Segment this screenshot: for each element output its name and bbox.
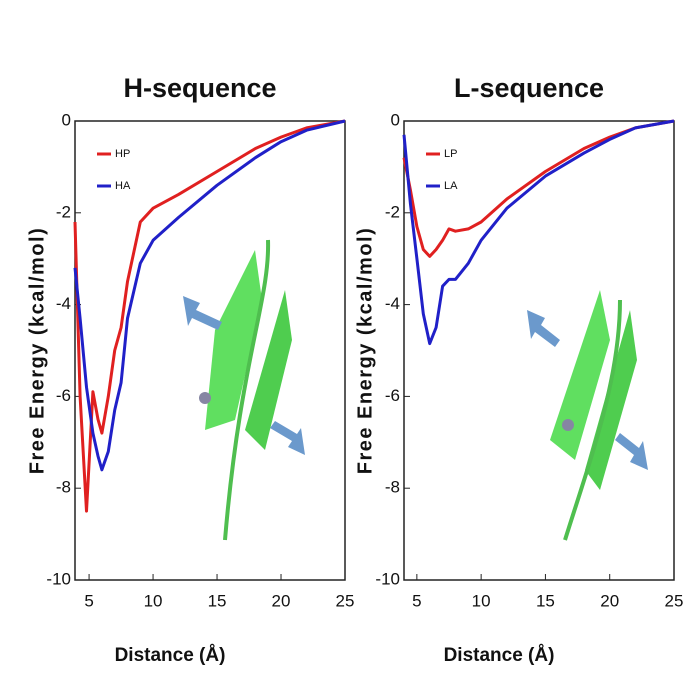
legend-label: LA [444, 180, 458, 192]
protein-illustration-right [527, 290, 648, 541]
y-tick-label: -10 [375, 569, 400, 588]
series-line [73, 119, 346, 472]
series-line [402, 119, 675, 258]
x-axis-label: Distance (Å) [115, 645, 226, 666]
y-tick-label: -2 [56, 202, 71, 221]
x-tick-label: 5 [412, 591, 421, 610]
chart-title: L-sequence [454, 73, 604, 103]
series-line [73, 119, 346, 513]
x-tick-label: 15 [208, 591, 227, 610]
x-tick-label: 20 [600, 591, 619, 610]
x-tick-label: 20 [272, 591, 291, 610]
series-line [402, 119, 675, 346]
x-tick-label: 10 [472, 591, 491, 610]
y-axis-label: Free Energy (kcal/mol) [354, 227, 376, 475]
x-tick-label: 25 [665, 591, 684, 610]
chart-title: H-sequence [123, 73, 276, 103]
x-tick-label: 15 [536, 591, 555, 610]
y-tick-label: 0 [62, 110, 71, 129]
y-axis-label: Free Energy (kcal/mol) [26, 227, 48, 475]
y-tick-label: -2 [385, 202, 400, 221]
legend-label: HP [115, 148, 130, 160]
y-tick-label: -6 [385, 386, 400, 405]
y-tick-label: -4 [56, 294, 71, 313]
plot-frame [74, 120, 346, 581]
plot-frame [403, 120, 675, 581]
y-tick-label: -6 [56, 386, 71, 405]
legend-label: LP [444, 148, 457, 160]
x-axis-label: Distance (Å) [444, 645, 555, 666]
y-tick-label: -4 [385, 294, 400, 313]
x-tick-label: 5 [84, 591, 93, 610]
legend-label: HA [115, 180, 131, 192]
y-tick-label: -8 [56, 478, 71, 497]
protein-illustration-left [183, 239, 305, 541]
x-tick-label: 10 [144, 591, 163, 610]
y-tick-label: 0 [391, 110, 400, 129]
y-tick-label: -10 [46, 569, 71, 588]
x-tick-label: 25 [336, 591, 355, 610]
y-tick-label: -8 [385, 478, 400, 497]
